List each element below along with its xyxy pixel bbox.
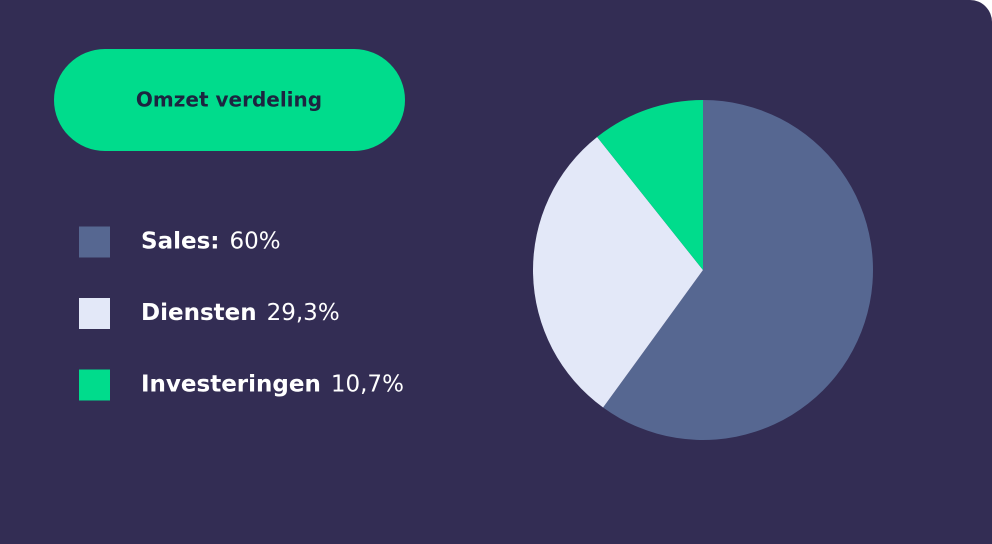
value-label: 29,3% — [267, 300, 340, 326]
pie-slice — [597, 100, 703, 270]
pie-slice — [533, 136, 703, 408]
chart-title: Omzet verdeling — [136, 88, 322, 112]
legend-swatch — [79, 298, 110, 329]
value-label: 60% — [229, 229, 280, 255]
pie-slice — [603, 100, 873, 441]
legend-label: Investeringen — [141, 372, 321, 398]
title-pill — [54, 49, 405, 151]
legend-swatch — [79, 226, 110, 258]
legend-label: Sales: — [141, 229, 219, 255]
legend-swatch — [79, 369, 110, 401]
legend-label: Diensten — [141, 300, 257, 326]
value-label: 10,7% — [331, 372, 404, 398]
